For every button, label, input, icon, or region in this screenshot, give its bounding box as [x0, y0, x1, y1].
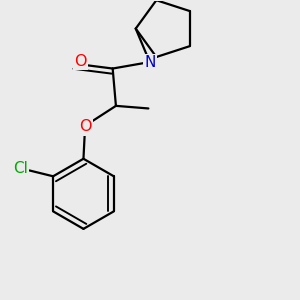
Text: O: O: [79, 119, 91, 134]
Text: O: O: [74, 54, 86, 69]
Text: N: N: [144, 55, 156, 70]
Text: Cl: Cl: [13, 161, 28, 176]
